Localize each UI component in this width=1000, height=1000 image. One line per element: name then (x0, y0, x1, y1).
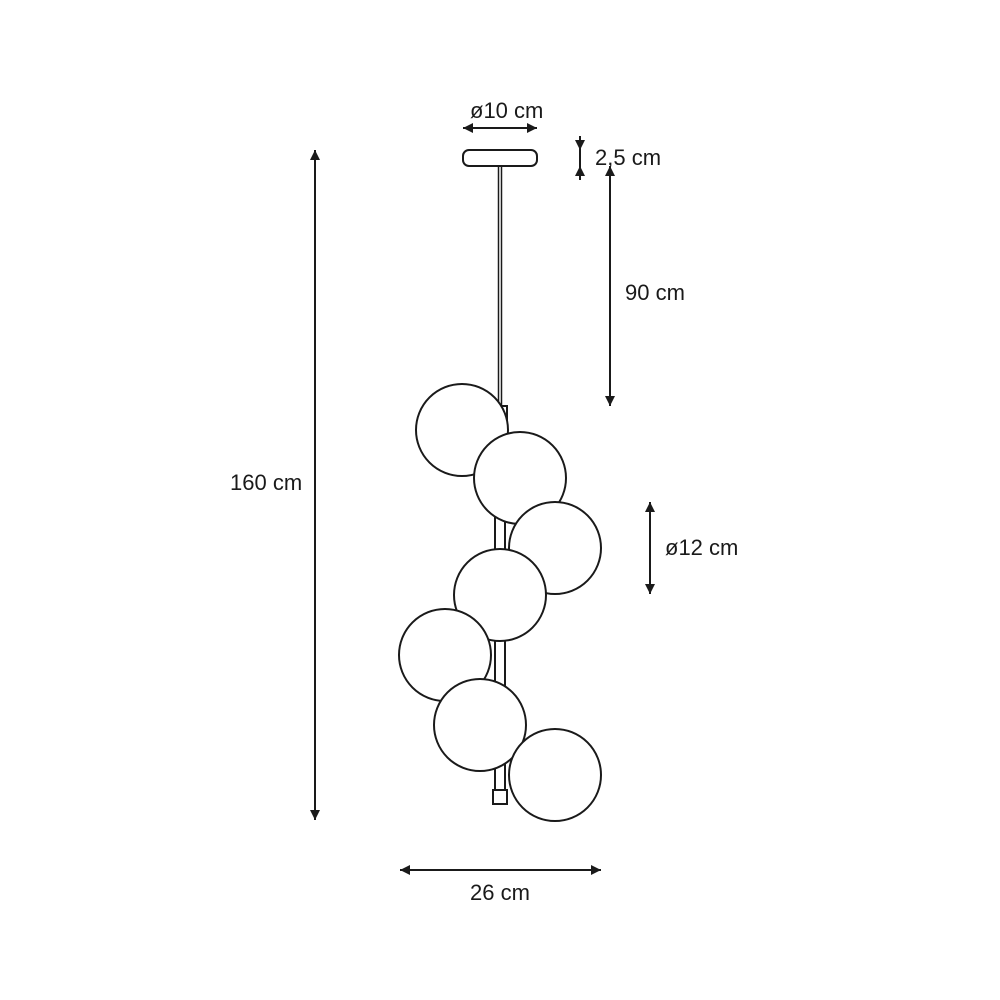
dim-total-width: 26 cm (470, 880, 530, 905)
dim-total-height: 160 cm (230, 470, 302, 495)
globe-7 (509, 729, 601, 821)
dim-rod-length: 90 cm (625, 280, 685, 305)
dim-canopy-diameter: ø10 cm (470, 98, 543, 123)
dim-globe-diameter: ø12 cm (665, 535, 738, 560)
dim-canopy-height: 2,5 cm (595, 145, 661, 170)
lamp-drawing (399, 150, 601, 821)
